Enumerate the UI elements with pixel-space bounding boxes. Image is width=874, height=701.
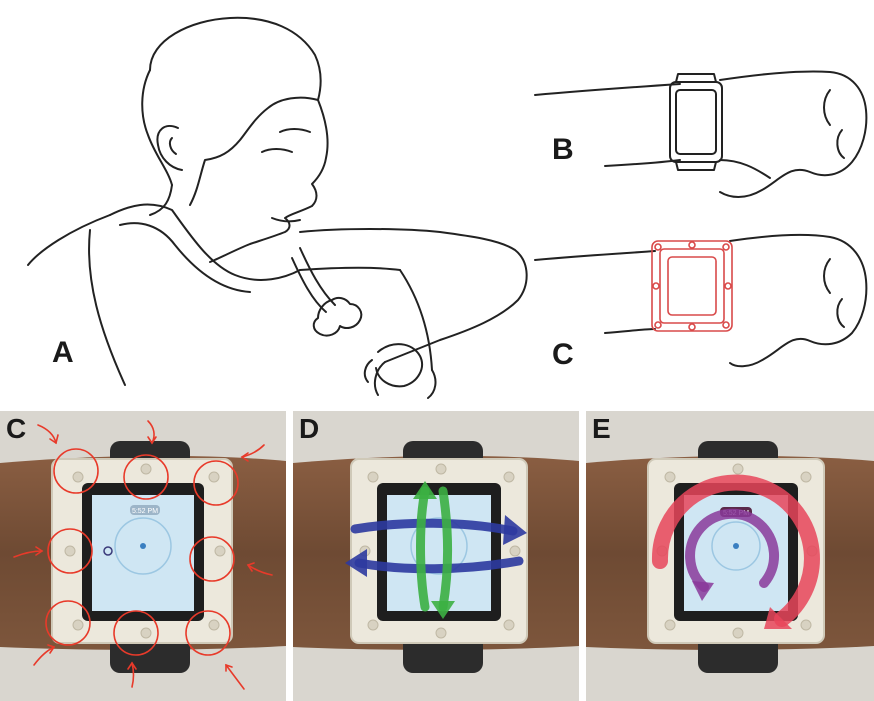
person-blowing-illustration (0, 0, 560, 405)
arm-plain-watch-illustration (530, 60, 874, 220)
panel-d: D (293, 411, 579, 701)
panel-c-top: C (530, 225, 874, 390)
panel-a: A (0, 0, 560, 405)
sensor-frame-outline (652, 241, 732, 331)
panel-e: 5:52 PM E (586, 411, 874, 701)
photo-circular-gesture: 5:52 PM (586, 411, 874, 701)
label-b: B (552, 135, 574, 165)
label-d: D (299, 415, 319, 443)
label-e: E (592, 415, 611, 443)
label-c-photo: C (6, 415, 26, 443)
arm-frame-watch-illustration (530, 225, 874, 390)
label-c-top: C (552, 340, 574, 370)
watch-time-c: 5:52 PM (132, 508, 158, 515)
photo-swipe-gestures (293, 411, 579, 701)
label-a: A (52, 338, 74, 368)
panel-b: B (530, 60, 874, 220)
panel-c-photo: 5:52 PM C (0, 411, 286, 701)
photo-blow-targets: 5:52 PM (0, 411, 286, 701)
